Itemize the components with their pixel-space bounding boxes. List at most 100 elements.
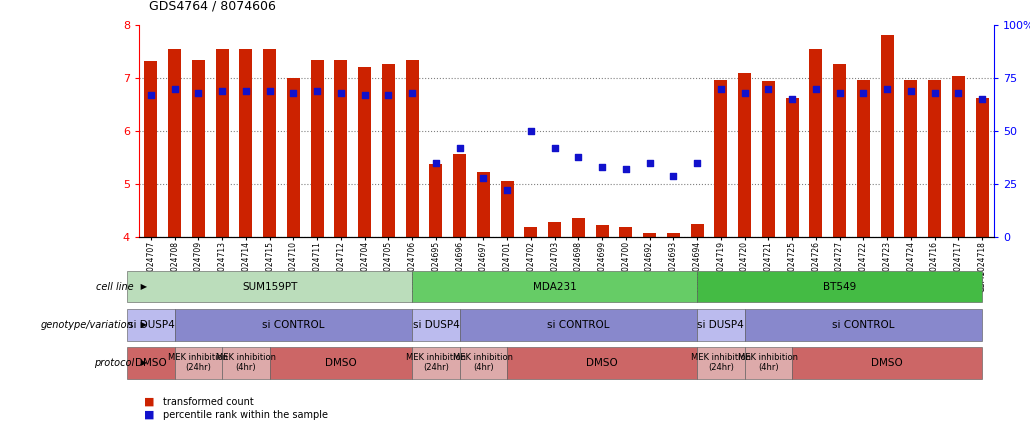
Point bbox=[143, 92, 160, 99]
Text: si DUSP4: si DUSP4 bbox=[697, 320, 745, 330]
Text: DMSO: DMSO bbox=[871, 358, 903, 368]
Point bbox=[689, 159, 706, 166]
Point bbox=[855, 90, 871, 96]
Bar bbox=[857, 80, 870, 237]
Point bbox=[427, 159, 444, 166]
Point bbox=[736, 90, 753, 96]
Point bbox=[191, 90, 207, 96]
Bar bbox=[477, 173, 490, 237]
Point bbox=[642, 159, 658, 166]
Bar bbox=[215, 49, 229, 237]
Bar bbox=[263, 49, 276, 237]
Bar bbox=[406, 60, 418, 237]
Text: MEK inhibition
(4hr): MEK inhibition (4hr) bbox=[453, 353, 513, 372]
Bar bbox=[358, 67, 371, 237]
Bar bbox=[501, 181, 514, 237]
Text: MEK inhibition
(4hr): MEK inhibition (4hr) bbox=[739, 353, 798, 372]
Text: cell line: cell line bbox=[96, 282, 134, 291]
Bar bbox=[382, 64, 394, 237]
Text: si DUSP4: si DUSP4 bbox=[128, 320, 174, 330]
Point bbox=[571, 153, 587, 160]
Bar bbox=[690, 224, 703, 237]
Point bbox=[594, 164, 611, 170]
Point bbox=[950, 90, 966, 96]
Text: ▶: ▶ bbox=[138, 282, 147, 291]
Point bbox=[404, 90, 420, 96]
Text: MEK inhibition
(24hr): MEK inhibition (24hr) bbox=[691, 353, 751, 372]
Bar bbox=[548, 222, 561, 237]
Point bbox=[499, 187, 515, 194]
Bar bbox=[904, 80, 918, 237]
Text: DMSO: DMSO bbox=[325, 358, 356, 368]
Bar bbox=[168, 49, 181, 237]
Point bbox=[214, 88, 231, 94]
Text: DMSO: DMSO bbox=[586, 358, 618, 368]
Text: ▶: ▶ bbox=[138, 320, 147, 329]
Point bbox=[902, 88, 919, 94]
Bar bbox=[762, 81, 775, 237]
Bar bbox=[595, 225, 609, 237]
Bar bbox=[430, 165, 443, 237]
Text: MEK inhibition
(24hr): MEK inhibition (24hr) bbox=[169, 353, 229, 372]
Point bbox=[784, 96, 800, 103]
Text: si CONTROL: si CONTROL bbox=[832, 320, 895, 330]
Point bbox=[309, 88, 325, 94]
Point bbox=[451, 145, 468, 151]
Bar bbox=[810, 49, 822, 237]
Bar bbox=[881, 35, 894, 237]
Bar bbox=[335, 60, 347, 237]
Point bbox=[618, 166, 634, 173]
Text: BT549: BT549 bbox=[823, 282, 856, 291]
Point bbox=[665, 172, 682, 179]
Bar bbox=[453, 154, 467, 237]
Text: si CONTROL: si CONTROL bbox=[547, 320, 610, 330]
Point bbox=[760, 85, 777, 92]
Text: MDA231: MDA231 bbox=[533, 282, 577, 291]
Bar bbox=[524, 228, 538, 237]
Point bbox=[238, 88, 254, 94]
Bar bbox=[144, 61, 158, 237]
Bar bbox=[239, 49, 252, 237]
Bar bbox=[666, 233, 680, 237]
Text: DMSO: DMSO bbox=[135, 358, 167, 368]
Bar bbox=[833, 64, 846, 237]
Bar bbox=[739, 73, 751, 237]
Bar bbox=[715, 80, 727, 237]
Bar bbox=[928, 80, 941, 237]
Bar bbox=[619, 228, 632, 237]
Text: ■: ■ bbox=[144, 397, 154, 407]
Bar bbox=[643, 233, 656, 237]
Point bbox=[713, 85, 729, 92]
Text: protocol: protocol bbox=[94, 358, 134, 368]
Point bbox=[475, 174, 491, 181]
Point bbox=[522, 128, 539, 135]
Text: ▶: ▶ bbox=[138, 358, 147, 367]
Bar bbox=[287, 78, 300, 237]
Point bbox=[808, 85, 824, 92]
Point bbox=[879, 85, 895, 92]
Point bbox=[356, 92, 373, 99]
Text: MEK inhibition
(24hr): MEK inhibition (24hr) bbox=[406, 353, 466, 372]
Point bbox=[285, 90, 302, 96]
Text: MEK inhibition
(4hr): MEK inhibition (4hr) bbox=[216, 353, 276, 372]
Bar bbox=[572, 218, 585, 237]
Text: percentile rank within the sample: percentile rank within the sample bbox=[163, 409, 328, 420]
Text: SUM159PT: SUM159PT bbox=[242, 282, 298, 291]
Point bbox=[167, 85, 183, 92]
Point bbox=[831, 90, 848, 96]
Point bbox=[380, 92, 397, 99]
Point bbox=[546, 145, 562, 151]
Point bbox=[262, 88, 278, 94]
Point bbox=[926, 90, 942, 96]
Bar bbox=[192, 60, 205, 237]
Point bbox=[333, 90, 349, 96]
Text: genotype/variation: genotype/variation bbox=[41, 320, 134, 330]
Bar bbox=[975, 98, 989, 237]
Text: si DUSP4: si DUSP4 bbox=[413, 320, 459, 330]
Text: ■: ■ bbox=[144, 409, 154, 420]
Text: si CONTROL: si CONTROL bbox=[263, 320, 324, 330]
Text: transformed count: transformed count bbox=[163, 397, 253, 407]
Point bbox=[973, 96, 990, 103]
Bar bbox=[786, 98, 798, 237]
Bar bbox=[952, 76, 965, 237]
